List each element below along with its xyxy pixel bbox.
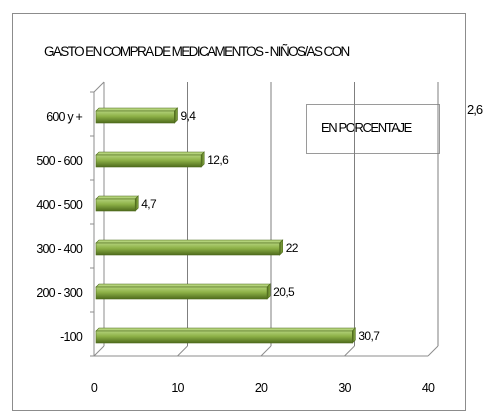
bar-top-0 (95, 107, 179, 112)
category-label: 600 y + (46, 110, 82, 124)
chart-title: GASTO EN COMPRA DE MEDICAMENTOS - NIÑOS/… (44, 44, 350, 59)
bar-cap-2 (134, 195, 139, 212)
floor-line-20 (260, 345, 272, 357)
bar-cap-5 (352, 327, 356, 344)
bar-top-1 (95, 151, 205, 156)
bar-top-3 (95, 239, 284, 244)
axes (90, 81, 428, 357)
floor-line-10 (177, 345, 188, 357)
category-label: 300 - 400 (36, 242, 82, 256)
value-label: 9,4 (180, 109, 196, 123)
bar-cap-4 (266, 283, 271, 300)
x-tick-label: 40 (422, 381, 435, 395)
floor-line-30 (344, 345, 355, 357)
bar-top-4 (95, 283, 271, 288)
floor-line-0 (93, 345, 105, 357)
bar-cap-0 (174, 107, 178, 124)
bar-top-5 (95, 327, 357, 332)
category-label: -100 (60, 330, 83, 344)
bar-3 (95, 242, 280, 256)
bar-top-2 (95, 195, 139, 200)
value-label: 4,7 (141, 197, 157, 211)
bar-0 (95, 110, 175, 124)
wall-top-diagonal (93, 81, 105, 93)
value-label: 30,7 (358, 329, 380, 343)
chart-frame (12, 13, 466, 411)
bar-2 (95, 198, 136, 212)
stray-value-label: 2,6 (467, 102, 483, 117)
floor-line-40 (427, 345, 439, 357)
value-label: 22 (286, 241, 299, 255)
legend-box: EN PORCENTAJE (306, 104, 440, 154)
category-label: 500 - 600 (36, 154, 82, 168)
labels: 0 10 20 30 40 600 y + 9,4 500 - 600 12,6 400 - 50… (36, 109, 435, 395)
category-label: 200 - 300 (36, 286, 82, 300)
bar-cap-3 (279, 239, 284, 256)
value-label: 20,5 (273, 285, 295, 299)
grid-lines (93, 82, 439, 357)
value-label: 12,6 (207, 153, 229, 167)
x-tick-label: 0 (91, 381, 98, 395)
legend-label: EN PORCENTAJE (321, 120, 412, 135)
x-tick-label: 20 (255, 381, 268, 395)
bar-cap-1 (200, 151, 205, 168)
category-label: 400 - 500 (36, 198, 82, 212)
bar-5 (95, 330, 353, 344)
bar-4 (95, 286, 268, 300)
x-tick-label: 30 (338, 381, 351, 395)
bar-1 (95, 154, 202, 168)
x-tick-label: 10 (171, 381, 184, 395)
bars (95, 107, 357, 344)
